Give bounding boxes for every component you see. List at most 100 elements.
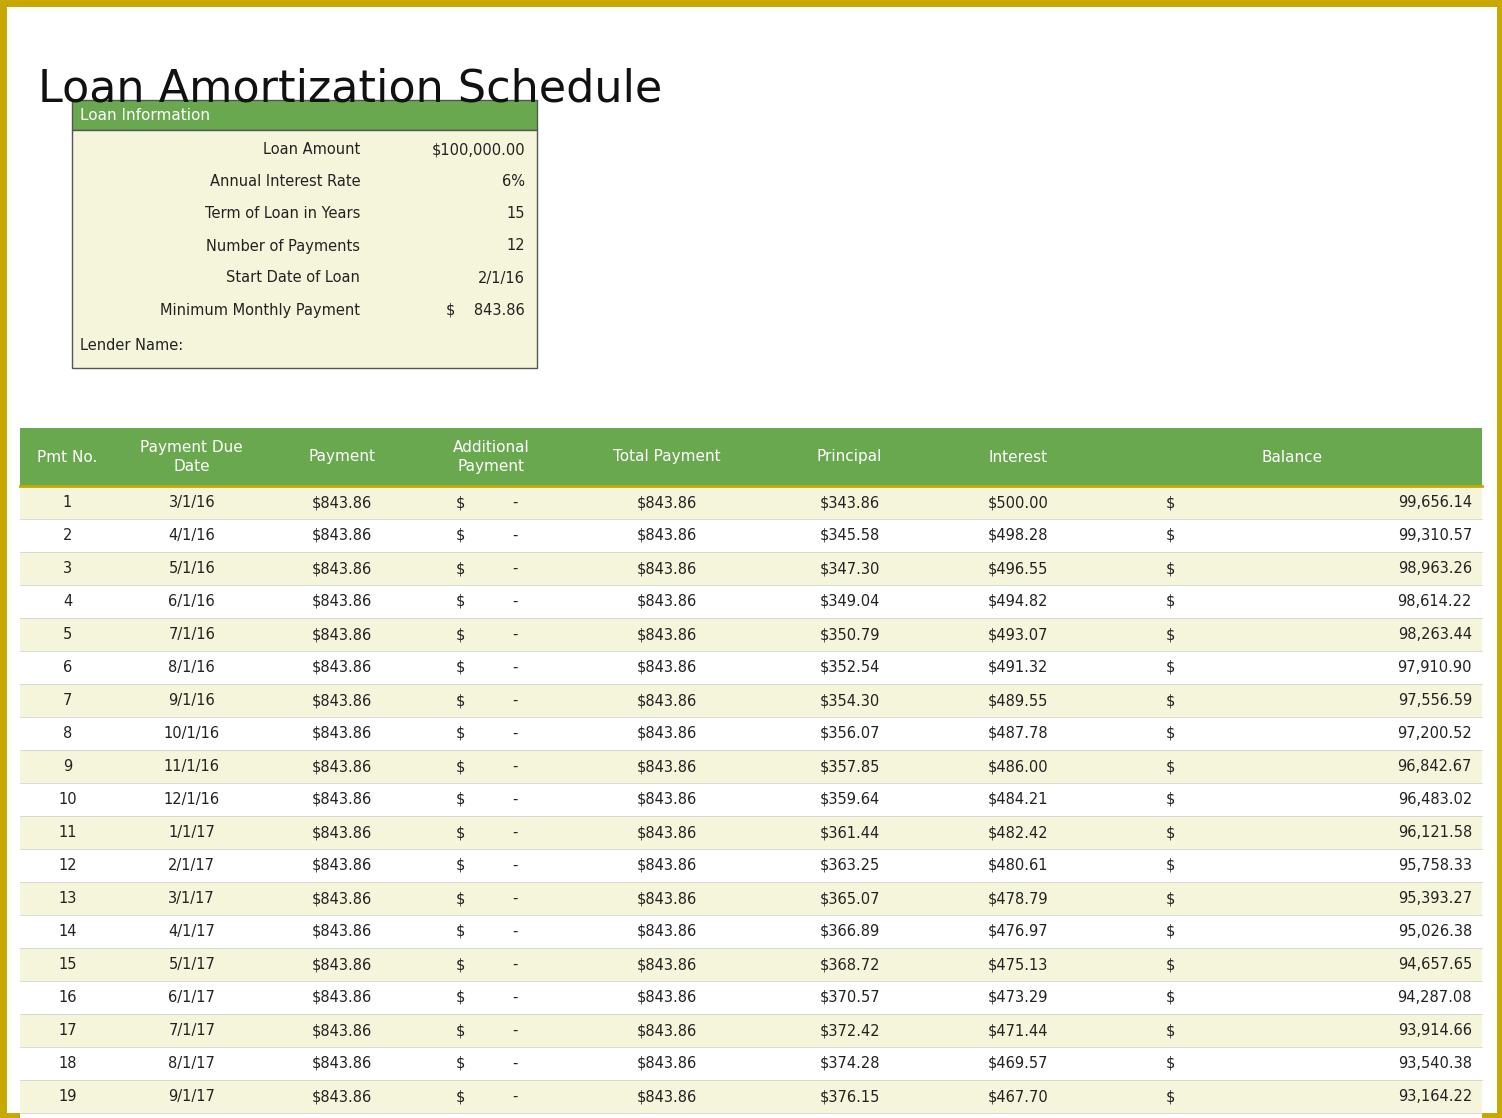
Text: $: $	[457, 693, 466, 708]
Text: 95,393.27: 95,393.27	[1398, 891, 1472, 906]
Text: 2: 2	[63, 528, 72, 543]
Bar	[20, 1080, 1482, 1114]
Text: $349.04: $349.04	[820, 594, 880, 609]
Text: 6%: 6%	[502, 174, 526, 189]
Bar	[20, 948, 1482, 980]
Bar	[20, 849, 1482, 882]
Text: 9: 9	[63, 759, 72, 774]
Text: $345.58: $345.58	[820, 528, 880, 543]
Text: $: $	[1166, 495, 1175, 510]
Text: $: $	[1166, 792, 1175, 807]
Text: 3: 3	[63, 561, 72, 576]
Text: $843.86: $843.86	[311, 726, 372, 741]
Bar	[20, 980, 1482, 1014]
Text: $467.70: $467.70	[987, 1089, 1048, 1103]
Text: 19: 19	[59, 1089, 77, 1103]
Text: $352.54: $352.54	[820, 660, 880, 675]
Text: $478.79: $478.79	[987, 891, 1048, 906]
Text: 5/1/16: 5/1/16	[168, 561, 215, 576]
Text: $: $	[1166, 891, 1175, 906]
Text: $843.86: $843.86	[311, 858, 372, 873]
Text: $: $	[1166, 923, 1175, 939]
Text: $: $	[457, 495, 466, 510]
Text: $365.07: $365.07	[820, 891, 880, 906]
Text: 8/1/17: 8/1/17	[168, 1057, 215, 1071]
Text: $843.86: $843.86	[311, 957, 372, 972]
Text: $843.86: $843.86	[637, 957, 697, 972]
Text: $489.55: $489.55	[988, 693, 1048, 708]
Bar	[20, 585, 1482, 618]
Text: 15: 15	[59, 957, 77, 972]
Text: 6: 6	[63, 660, 72, 675]
Text: $843.86: $843.86	[637, 858, 697, 873]
Text: $: $	[1166, 825, 1175, 840]
Text: 11/1/16: 11/1/16	[164, 759, 219, 774]
Text: 4/1/16: 4/1/16	[168, 528, 215, 543]
Text: Term of Loan in Years: Term of Loan in Years	[204, 207, 360, 221]
Text: $496.55: $496.55	[988, 561, 1048, 576]
Text: $372.42: $372.42	[820, 1023, 880, 1038]
Text: -: -	[512, 1023, 517, 1038]
Text: $843.86: $843.86	[637, 528, 697, 543]
Text: -: -	[512, 923, 517, 939]
Text: Payment Due
Date: Payment Due Date	[140, 439, 243, 474]
Text: 2/1/17: 2/1/17	[168, 858, 215, 873]
Text: $: $	[457, 627, 466, 642]
Text: Interest: Interest	[988, 449, 1047, 464]
Text: $: $	[457, 660, 466, 675]
Text: $: $	[457, 991, 466, 1005]
Bar	[20, 1014, 1482, 1046]
Text: $843.86: $843.86	[311, 561, 372, 576]
Text: 9/1/16: 9/1/16	[168, 693, 215, 708]
Text: 94,287.08: 94,287.08	[1397, 991, 1472, 1005]
Text: $: $	[1166, 726, 1175, 741]
Text: 8: 8	[63, 726, 72, 741]
Text: $843.86: $843.86	[637, 891, 697, 906]
Text: 98,263.44: 98,263.44	[1398, 627, 1472, 642]
Text: Lender Name:: Lender Name:	[80, 338, 183, 352]
Text: 97,910.90: 97,910.90	[1397, 660, 1472, 675]
Text: $356.07: $356.07	[820, 726, 880, 741]
Text: -: -	[512, 991, 517, 1005]
Text: $: $	[1166, 1023, 1175, 1038]
Text: $843.86: $843.86	[637, 693, 697, 708]
Bar	[20, 1046, 1482, 1080]
Text: $498.28: $498.28	[988, 528, 1048, 543]
Text: -: -	[512, 495, 517, 510]
Text: 10: 10	[59, 792, 77, 807]
Text: 3/1/16: 3/1/16	[168, 495, 215, 510]
Text: 4/1/17: 4/1/17	[168, 923, 215, 939]
Text: 13: 13	[59, 891, 77, 906]
Text: $: $	[1166, 561, 1175, 576]
Text: 7/1/16: 7/1/16	[168, 627, 215, 642]
Text: $843.86: $843.86	[637, 495, 697, 510]
Text: 7: 7	[63, 693, 72, 708]
Text: 99,656.14: 99,656.14	[1398, 495, 1472, 510]
Text: 96,483.02: 96,483.02	[1398, 792, 1472, 807]
Text: 12: 12	[59, 858, 77, 873]
Text: $843.86: $843.86	[637, 1089, 697, 1103]
Text: Pmt No.: Pmt No.	[38, 449, 98, 464]
Text: -: -	[512, 528, 517, 543]
Text: Principal: Principal	[817, 449, 882, 464]
Text: -: -	[512, 726, 517, 741]
Text: $843.86: $843.86	[311, 495, 372, 510]
Text: Annual Interest Rate: Annual Interest Rate	[210, 174, 360, 189]
Text: -: -	[512, 1057, 517, 1071]
Text: 98,614.22: 98,614.22	[1398, 594, 1472, 609]
Bar	[20, 1114, 1482, 1118]
Bar	[72, 130, 538, 368]
Text: $843.86: $843.86	[637, 561, 697, 576]
Text: 14: 14	[59, 923, 77, 939]
Text: 15: 15	[506, 207, 526, 221]
Text: 94,657.65: 94,657.65	[1398, 957, 1472, 972]
Text: $843.86: $843.86	[311, 923, 372, 939]
Text: -: -	[512, 891, 517, 906]
Text: 9/1/17: 9/1/17	[168, 1089, 215, 1103]
Text: $491.32: $491.32	[988, 660, 1048, 675]
Text: -: -	[512, 759, 517, 774]
Text: $843.86: $843.86	[637, 726, 697, 741]
Bar	[20, 915, 1482, 948]
Text: $: $	[457, 1089, 466, 1103]
Text: -: -	[512, 660, 517, 675]
